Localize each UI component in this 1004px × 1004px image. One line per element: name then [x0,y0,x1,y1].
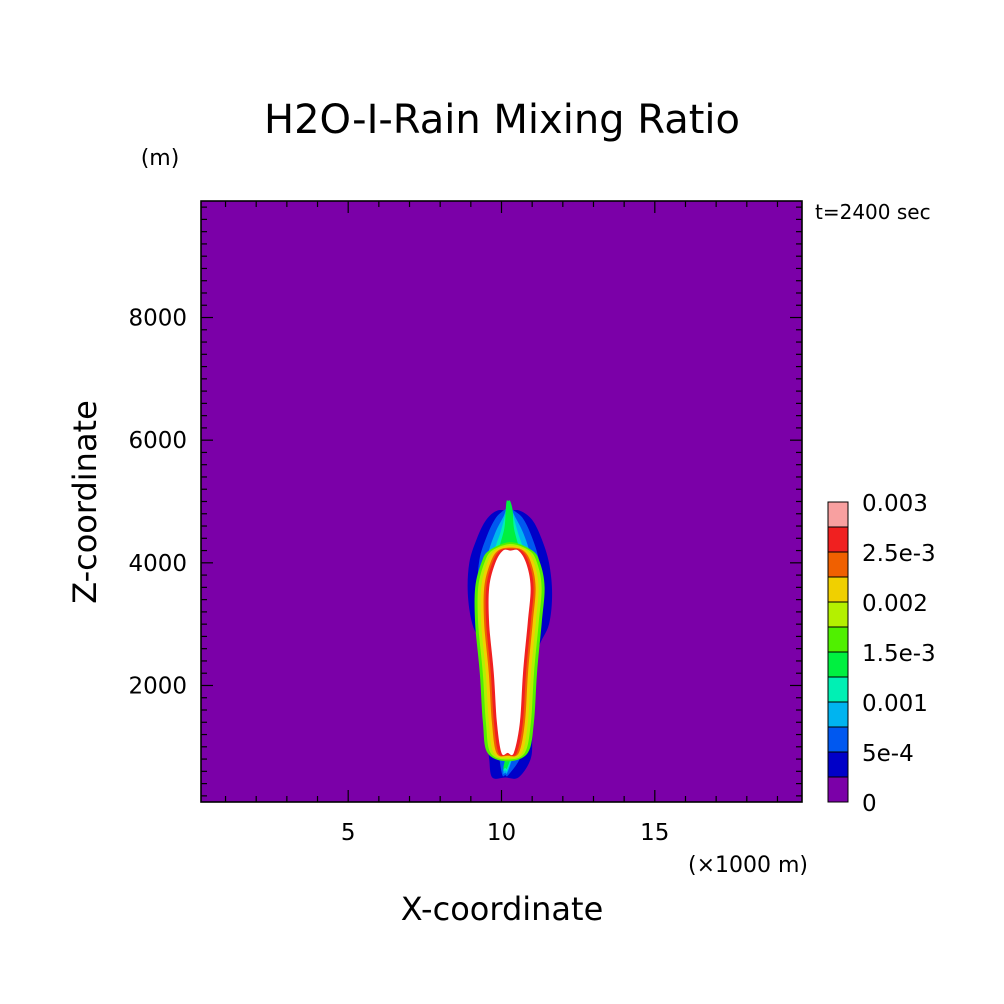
y-tick-label: 2000 [128,673,187,699]
colorbar-swatch [827,501,849,528]
x-tick-label: 5 [341,820,356,846]
y-tick-label: 4000 [128,551,187,577]
core-max-region [488,549,531,756]
x-tick-label: 10 [487,820,516,846]
colorbar-label: 0.001 [862,691,928,717]
colorbar-label: 0 [862,791,877,817]
colorbar-swatch [827,551,849,578]
colorbar: 0 5e-4 0.001 1.5e-3 0.002 2.5e-3 0.003 [827,491,936,817]
y-tick-label: 6000 [128,428,187,454]
y-axis-label: Z-coordinate [66,400,104,604]
colorbar-swatch [827,776,849,803]
y-unit-label: (m) [141,146,180,171]
chart-title: H2O-I-Rain Mixing Ratio [264,97,740,143]
colorbar-swatch [827,726,849,753]
x-tick-label: 15 [640,820,669,846]
colorbar-swatch [827,526,849,553]
y-tick-label: 8000 [128,306,187,332]
colorbar-label: 2.5e-3 [862,541,936,567]
colorbar-swatch [827,626,849,653]
contour-field [200,200,803,803]
colorbar-swatch [827,651,849,678]
colorbar-swatch [827,701,849,728]
colorbar-label: 0.002 [862,591,928,617]
x-axis-label: X-coordinate [401,890,604,928]
colorbar-label: 0.003 [862,491,928,517]
axis-ticks [201,201,802,802]
colorbar-swatch [827,601,849,628]
time-label: t=2400 sec [815,200,931,224]
colorbar-swatch [827,751,849,778]
x-unit-label: (×1000 m) [688,853,808,878]
axis-tick-labels: 5 10 15 2000 4000 6000 8000 [128,306,669,846]
colorbar-label: 1.5e-3 [862,641,936,667]
colorbar-label: 5e-4 [862,741,914,767]
colorbar-swatch [827,676,849,703]
colorbar-swatch [827,576,849,603]
